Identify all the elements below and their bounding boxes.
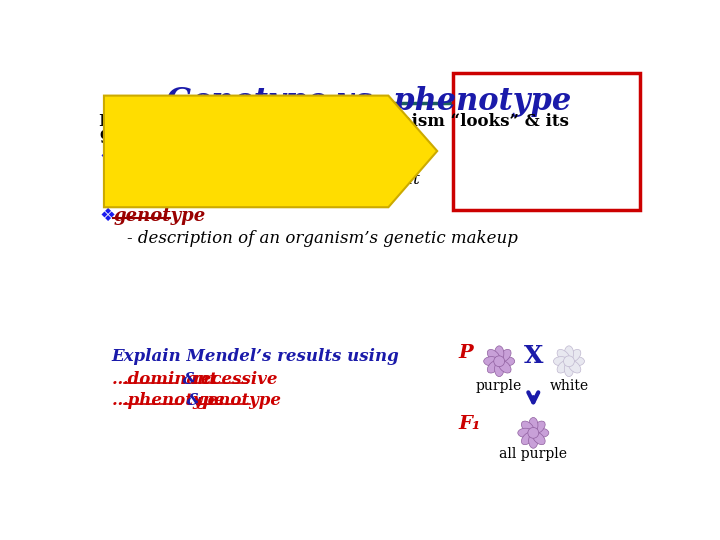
Ellipse shape xyxy=(487,360,500,373)
Ellipse shape xyxy=(528,417,538,433)
Ellipse shape xyxy=(569,356,585,366)
FancyBboxPatch shape xyxy=(453,72,640,210)
Text: X: X xyxy=(523,343,543,368)
Text: &: & xyxy=(177,372,203,388)
Ellipse shape xyxy=(564,361,574,377)
Ellipse shape xyxy=(498,360,511,373)
Ellipse shape xyxy=(495,346,504,361)
Text: &: & xyxy=(181,392,208,409)
Ellipse shape xyxy=(484,356,499,366)
Text: P: P xyxy=(459,343,474,362)
Ellipse shape xyxy=(487,349,500,362)
Text: …dominant: …dominant xyxy=(112,372,217,388)
Ellipse shape xyxy=(554,356,569,366)
Text: …phenotype: …phenotype xyxy=(112,392,225,409)
Text: recessive: recessive xyxy=(192,372,278,388)
Ellipse shape xyxy=(534,428,549,437)
Text: ❖: ❖ xyxy=(99,207,115,225)
Ellipse shape xyxy=(564,346,574,361)
Ellipse shape xyxy=(521,421,534,434)
Text: Explain Mendel’s results using: Explain Mendel’s results using xyxy=(112,348,400,365)
Ellipse shape xyxy=(499,356,515,366)
Text: - description of an organism’s trait: - description of an organism’s trait xyxy=(127,171,420,188)
Ellipse shape xyxy=(528,428,539,438)
Ellipse shape xyxy=(568,349,581,362)
Ellipse shape xyxy=(532,432,545,444)
Polygon shape xyxy=(104,96,437,207)
Text: F₁: F₁ xyxy=(459,415,481,433)
Ellipse shape xyxy=(528,433,538,448)
Text: white: white xyxy=(549,379,588,393)
Text: Genotype vs. phenotype: Genotype vs. phenotype xyxy=(166,86,572,117)
Ellipse shape xyxy=(495,361,504,377)
Text: - description of an organism’s genetic makeup: - description of an organism’s genetic m… xyxy=(127,231,518,247)
Text: Difference between how an organism “looks” & its: Difference between how an organism “look… xyxy=(99,112,570,130)
Text: genotype: genotype xyxy=(113,207,205,225)
Ellipse shape xyxy=(521,432,534,444)
Ellipse shape xyxy=(557,349,570,362)
Text: genotype: genotype xyxy=(197,392,282,409)
Ellipse shape xyxy=(498,349,511,362)
Text: ❖: ❖ xyxy=(99,148,115,166)
Ellipse shape xyxy=(518,428,534,437)
Ellipse shape xyxy=(568,360,581,373)
Text: all purple: all purple xyxy=(499,448,567,462)
Text: phenotype: phenotype xyxy=(113,148,219,166)
Ellipse shape xyxy=(557,360,570,373)
Ellipse shape xyxy=(564,356,575,367)
Text: genetics: genetics xyxy=(99,126,178,144)
Ellipse shape xyxy=(532,421,545,434)
Ellipse shape xyxy=(494,356,505,367)
Text: purple: purple xyxy=(476,379,522,393)
